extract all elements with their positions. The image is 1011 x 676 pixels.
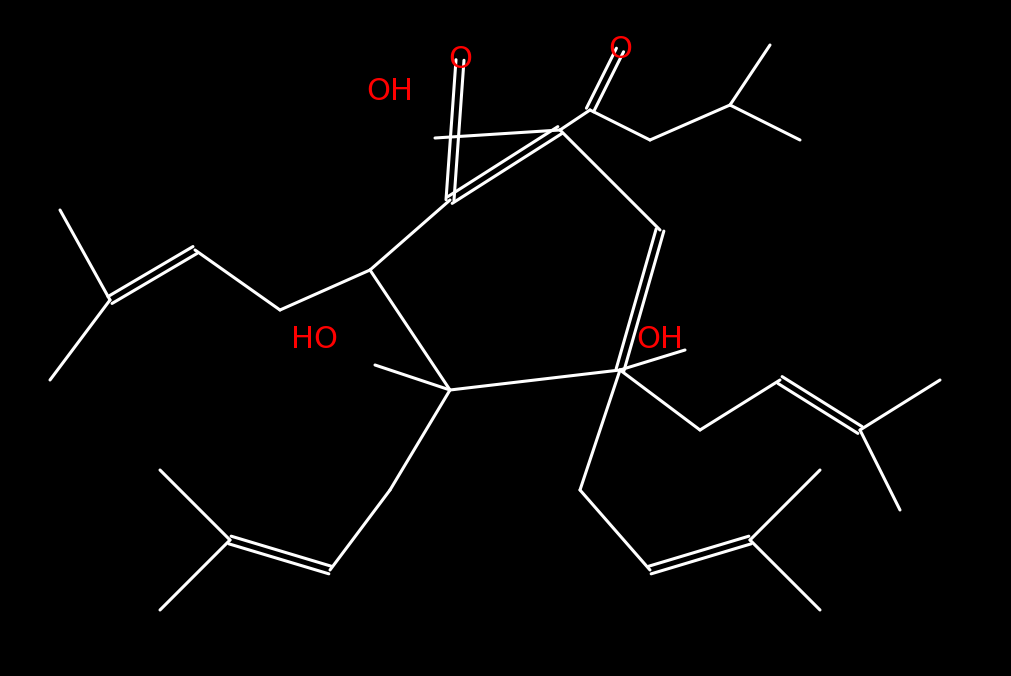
Text: O: O: [448, 45, 471, 74]
Text: O: O: [608, 36, 632, 64]
Text: OH: OH: [366, 78, 413, 107]
Text: HO: HO: [291, 326, 338, 354]
Text: OH: OH: [636, 326, 682, 354]
